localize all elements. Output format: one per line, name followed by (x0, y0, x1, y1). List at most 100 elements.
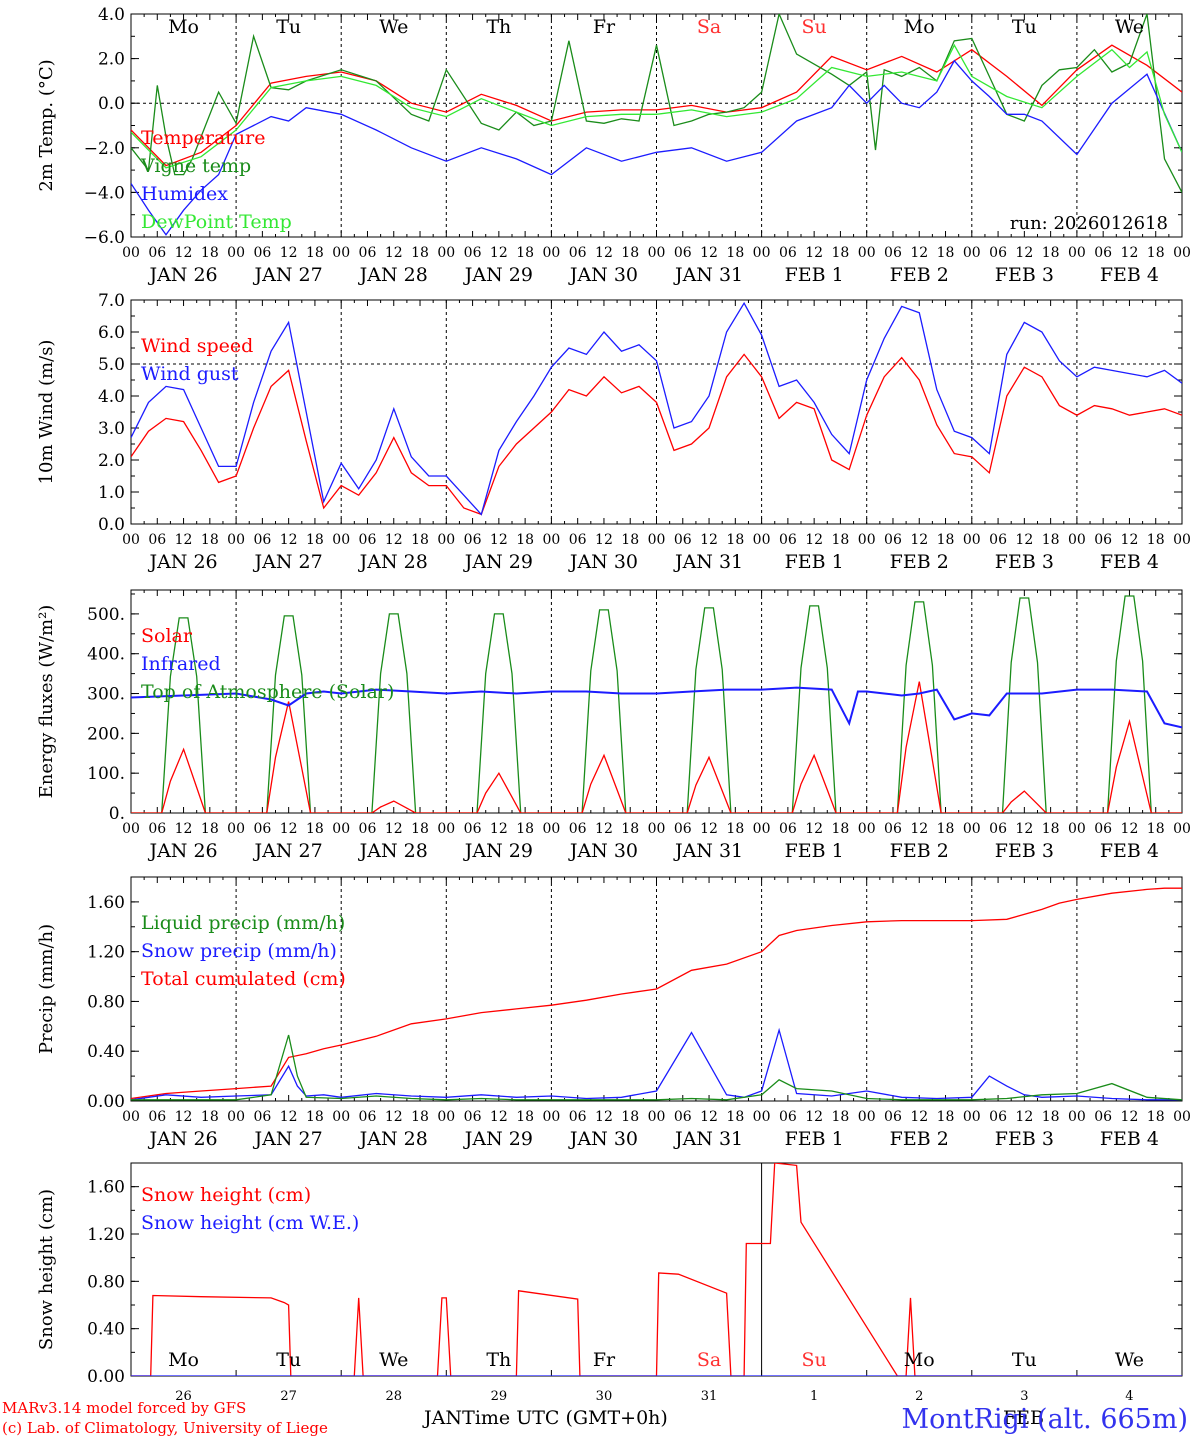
hour-tick-label: 12 (595, 532, 613, 548)
hour-tick-label: 06 (148, 1109, 166, 1125)
hour-tick-label: 18 (516, 821, 534, 837)
hour-tick-label: 00 (963, 821, 981, 837)
weekday-label: Tu (1012, 1349, 1037, 1371)
y-tick-label: 200. (87, 724, 125, 744)
weekday-label: Mo (168, 16, 199, 38)
hour-tick-label: 12 (1121, 821, 1139, 837)
y-tick-label: 0.0 (98, 94, 125, 114)
date-label: JAN 27 (253, 551, 323, 573)
y-axis-label: Precip (mm/h) (36, 924, 57, 1054)
weekday-label: Su (802, 16, 827, 38)
hour-tick-label: 00 (122, 821, 140, 837)
y-tick-label: 4.0 (98, 5, 125, 25)
hour-tick-label: 18 (621, 1109, 639, 1125)
hour-tick-label: 12 (385, 1109, 403, 1125)
hour-tick-label: 18 (832, 821, 850, 837)
series-line-temperature (131, 44, 1182, 167)
hour-tick-label: 12 (490, 245, 508, 261)
hour-tick-label: 00 (542, 1109, 560, 1125)
date-label: FEB 2 (890, 551, 949, 573)
hour-tick-label: 18 (621, 532, 639, 548)
date-label: JAN 28 (358, 840, 428, 862)
y-tick-label: 1.60 (87, 893, 125, 913)
legend-item: Solar (141, 625, 193, 647)
legend-item: Wind speed (141, 335, 253, 357)
hour-tick-label: 18 (201, 245, 219, 261)
hour-tick-label: 06 (253, 821, 271, 837)
hour-tick-label: 00 (753, 532, 771, 548)
hour-tick-label: 18 (1042, 532, 1060, 548)
hour-tick-label: 12 (385, 821, 403, 837)
legend-item: Temperature (141, 127, 265, 149)
date-label: JAN 27 (253, 264, 323, 286)
date-label: JAN 29 (463, 1128, 533, 1150)
hour-tick-label: 06 (148, 245, 166, 261)
y-axis-label: Energy fluxes (W/m²) (36, 605, 57, 799)
date-label: JAN 30 (568, 1128, 638, 1150)
hour-tick-label: 12 (280, 821, 298, 837)
hour-tick-label: 12 (490, 532, 508, 548)
hour-tick-label: 00 (648, 532, 666, 548)
date-label: FEB 1 (785, 840, 844, 862)
hour-tick-label: 06 (884, 1109, 902, 1125)
hour-tick-label: 18 (201, 821, 219, 837)
weekday-label: Sa (697, 1349, 721, 1371)
date-label: JAN 27 (253, 840, 323, 862)
hour-tick-label: 12 (805, 1109, 823, 1125)
y-tick-label: 6.0 (98, 323, 125, 343)
date-label: JAN 31 (673, 264, 743, 286)
panel-energy: 0. 100. 200. 300. 400. 500. Energy fluxes (W/m… (36, 589, 1191, 862)
weekday-label: We (1115, 16, 1144, 38)
x-axis-label: Time UTC (GMT+0h) (462, 1407, 668, 1429)
hour-tick-label-final: 00 (1173, 821, 1191, 837)
hour-tick-label: 00 (963, 1109, 981, 1125)
hour-tick-label: 18 (726, 821, 744, 837)
y-tick-label: 300. (87, 685, 125, 705)
y-axis-label: 10m Wind (m/s) (36, 340, 57, 485)
day-number-label: 31 (701, 1389, 718, 1404)
hour-tick-label: 00 (542, 532, 560, 548)
weekday-label: Th (486, 1349, 511, 1371)
day-number-label: 1 (810, 1389, 818, 1404)
y-tick-label: 0.00 (87, 1367, 125, 1387)
month-label-feb: FEB (1003, 1407, 1044, 1429)
hour-tick-label: 18 (306, 1109, 324, 1125)
hour-tick-label: 18 (621, 245, 639, 261)
hour-tick-label: 18 (1147, 821, 1165, 837)
hour-tick-label: 12 (805, 821, 823, 837)
series-line-snow-height-cm- (131, 1163, 1182, 1376)
date-label: JAN 31 (673, 551, 743, 573)
hour-tick-label: 18 (832, 245, 850, 261)
panel-frame-wind (130, 299, 1183, 525)
date-label: JAN 31 (673, 1128, 743, 1150)
hour-tick-label: 00 (963, 532, 981, 548)
y-tick-label: −2.0 (84, 139, 125, 159)
hour-tick-label: 00 (227, 821, 245, 837)
hour-tick-label: 18 (516, 1109, 534, 1125)
date-label: JAN 30 (568, 840, 638, 862)
hour-tick-label: 12 (490, 821, 508, 837)
legend-item: Humidex (141, 183, 228, 205)
hour-tick-label: 06 (779, 821, 797, 837)
hour-tick-label: 06 (148, 821, 166, 837)
date-label: FEB 2 (890, 840, 949, 862)
hour-tick-label: 06 (569, 1109, 587, 1125)
weekday-label: Tu (276, 1349, 301, 1371)
y-axis-label: Snow height (cm) (36, 1189, 57, 1350)
hour-tick-label: 18 (937, 1109, 955, 1125)
hour-tick-label: 06 (253, 532, 271, 548)
date-label: FEB 3 (995, 551, 1054, 573)
y-tick-label: 1.20 (87, 1225, 125, 1245)
hour-tick-label: 12 (1015, 821, 1033, 837)
date-label: JAN 30 (568, 551, 638, 573)
y-tick-label: 0.00 (87, 1092, 125, 1112)
day-number-label: 3 (1020, 1389, 1028, 1404)
hour-tick-label: 18 (201, 532, 219, 548)
legend-item: Liquid precip (mm/h) (141, 912, 345, 934)
hour-tick-label: 12 (700, 532, 718, 548)
hour-tick-label: 06 (1094, 1109, 1112, 1125)
hour-tick-label: 12 (805, 532, 823, 548)
day-number-label: 2 (915, 1389, 923, 1404)
hour-tick-label: 18 (411, 1109, 429, 1125)
footer-group: MARv3.14 model forced by GFS (c) Lab. of… (2, 1399, 1188, 1437)
